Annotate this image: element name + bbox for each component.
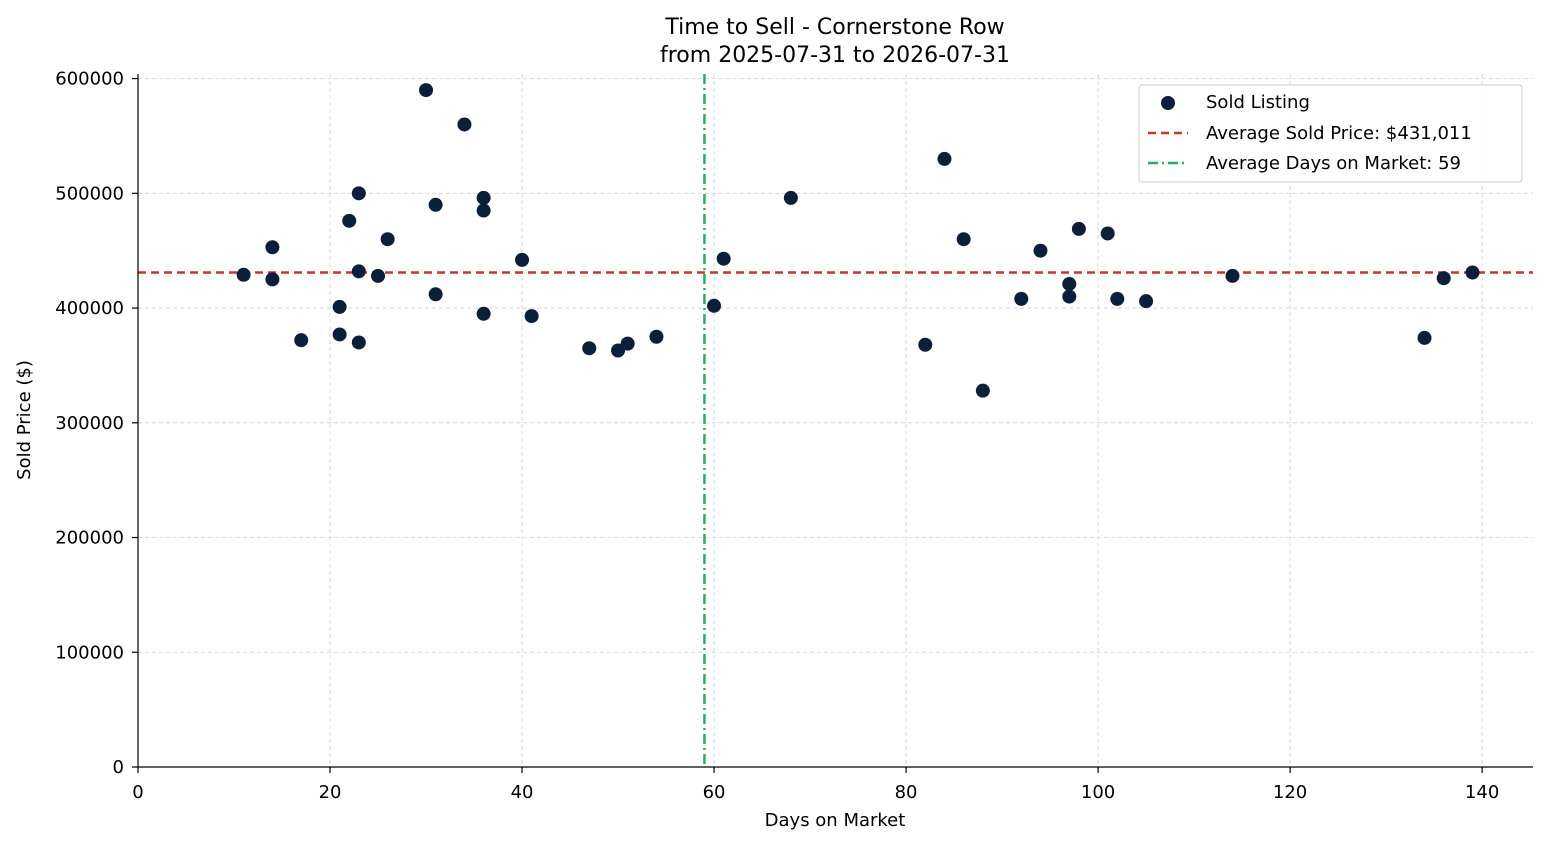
y-axis-label: Sold Price ($) — [14, 360, 35, 480]
data-point — [342, 213, 357, 228]
legend-label-avg-price: Average Sold Price: $431,011 — [1206, 123, 1472, 144]
y-tick-label: 600000 — [55, 69, 124, 90]
data-point — [351, 264, 366, 279]
legend: Sold Listing Average Sold Price: $431,01… — [1138, 84, 1523, 183]
y-axis-ticks: 0 100000 200000 300000 400000 500000 600000 — [55, 69, 138, 778]
x-axis-label: Days on Market — [765, 810, 906, 831]
data-point — [1062, 276, 1077, 291]
data-point — [524, 309, 539, 324]
data-point — [783, 190, 798, 205]
data-points — [236, 83, 1480, 398]
x-axis-ticks: 0 20 40 60 80 100 120 140 — [132, 767, 1499, 803]
data-point — [371, 268, 386, 283]
data-point — [1110, 291, 1125, 306]
data-point — [428, 197, 443, 212]
data-point — [1071, 221, 1086, 236]
data-point — [956, 232, 971, 247]
data-point — [351, 186, 366, 201]
data-point — [476, 306, 491, 321]
data-point — [716, 251, 731, 266]
data-point — [1436, 271, 1451, 286]
x-tick-label: 20 — [319, 782, 342, 803]
y-tick-label: 300000 — [55, 413, 124, 434]
x-tick-label: 140 — [1465, 782, 1499, 803]
grid-lines — [138, 74, 1533, 767]
data-point — [1465, 265, 1480, 280]
data-point — [582, 341, 597, 356]
y-tick-label: 0 — [113, 757, 124, 778]
data-point — [1014, 291, 1029, 306]
y-tick-label: 400000 — [55, 298, 124, 319]
data-point — [1225, 268, 1240, 283]
chart-title-line1: Time to Sell - Cornerstone Row — [664, 15, 1004, 40]
x-tick-label: 0 — [132, 782, 143, 803]
data-point — [294, 333, 309, 348]
data-point — [975, 383, 990, 398]
legend-label-sold-listing: Sold Listing — [1206, 92, 1310, 113]
data-point — [419, 83, 434, 98]
y-tick-label: 500000 — [55, 183, 124, 204]
x-tick-label: 100 — [1081, 782, 1115, 803]
data-point — [1417, 330, 1432, 345]
data-point — [332, 327, 347, 342]
data-point — [428, 287, 443, 302]
data-point — [707, 298, 722, 313]
data-point — [476, 190, 491, 205]
legend-box — [1138, 84, 1523, 183]
data-point — [1033, 243, 1048, 258]
data-point — [937, 151, 952, 166]
data-point — [620, 336, 635, 351]
x-tick-label: 80 — [895, 782, 918, 803]
chart-title-line2: from 2025-07-31 to 2026-07-31 — [660, 43, 1010, 68]
data-point — [265, 272, 280, 287]
data-point — [1062, 289, 1077, 304]
legend-marker-sold-listing — [1161, 96, 1175, 110]
data-point — [1139, 294, 1154, 309]
y-tick-label: 100000 — [55, 642, 124, 663]
data-point — [476, 203, 491, 218]
x-tick-label: 60 — [703, 782, 726, 803]
x-tick-label: 40 — [511, 782, 534, 803]
data-point — [265, 240, 280, 255]
legend-label-avg-days: Average Days on Market: 59 — [1206, 153, 1461, 174]
data-point — [236, 267, 251, 282]
reference-lines — [138, 74, 1533, 767]
data-point — [515, 252, 530, 267]
y-tick-label: 200000 — [55, 528, 124, 549]
data-point — [649, 329, 664, 344]
data-point — [351, 335, 366, 350]
data-point — [457, 117, 472, 132]
data-point — [918, 337, 933, 352]
data-point — [1100, 226, 1115, 241]
data-point — [380, 232, 395, 247]
x-tick-label: 120 — [1273, 782, 1307, 803]
data-point — [332, 299, 347, 314]
